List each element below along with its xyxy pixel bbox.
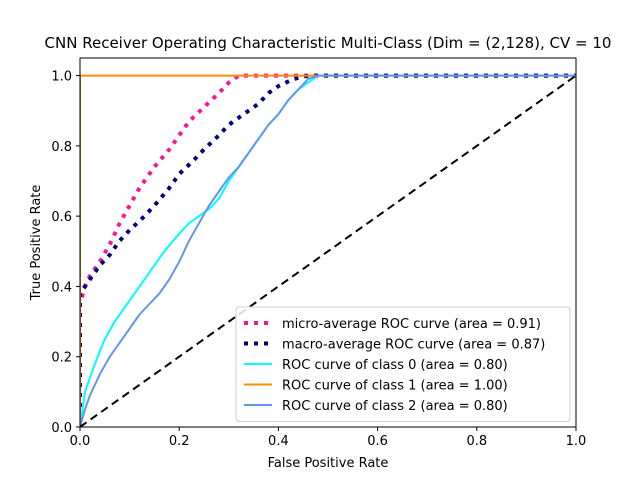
legend-label: micro-average ROC curve (area = 0.91) <box>282 317 541 332</box>
x-tick-label: 0.0 <box>70 434 91 449</box>
y-tick-label: 0.0 <box>51 421 72 436</box>
legend: micro-average ROC curve (area = 0.91) mac… <box>235 306 571 422</box>
chart-title: CNN Receiver Operating Characteristic Mu… <box>45 34 612 52</box>
y-tick-label: 0.4 <box>51 280 72 295</box>
plot-area <box>80 73 576 427</box>
y-tick-label: 1.0 <box>51 70 72 85</box>
axes: 0.0 0.2 0.4 0.6 0.8 1.0 0.0 0.2 0.4 0.6 0.8 1.0 <box>51 70 586 449</box>
x-tick-label: 0.8 <box>466 434 487 449</box>
y-tick-label: 0.2 <box>51 351 72 366</box>
x-tick-label: 0.2 <box>169 434 190 449</box>
x-tick-label: 0.4 <box>268 434 289 449</box>
legend-box <box>235 306 571 422</box>
y-tick-label: 0.8 <box>51 140 72 155</box>
series-line-5 <box>80 74 576 427</box>
series-line-4 <box>80 74 576 427</box>
legend-label: ROC curve of class 2 (area = 0.80) <box>282 399 508 414</box>
x-axis-label: False Positive Rate <box>268 456 389 471</box>
plot-frame <box>79 57 577 428</box>
x-tick-label: 0.6 <box>367 434 388 449</box>
x-tick-label: 1.0 <box>566 434 587 449</box>
legend-label: macro-average ROC curve (area = 0.87) <box>282 338 545 353</box>
y-tick-label: 0.6 <box>51 210 72 225</box>
legend-label: ROC curve of class 1 (area = 1.00) <box>282 379 508 394</box>
y-axis-label: True Positive Rate <box>29 185 44 302</box>
legend-label: ROC curve of class 0 (area = 0.80) <box>282 358 508 373</box>
